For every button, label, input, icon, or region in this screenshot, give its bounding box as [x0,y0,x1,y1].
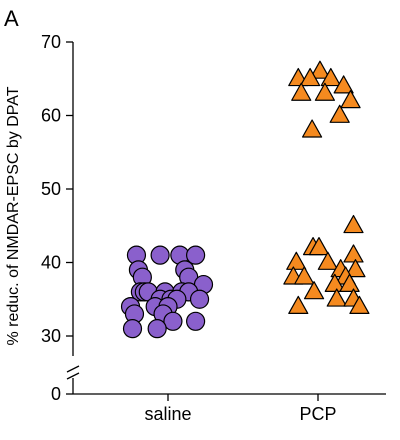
panel-label: A [4,6,19,31]
y-tick-label: 30 [41,326,61,346]
data-point-PCP [308,237,330,256]
data-point-PCP [309,60,331,79]
data-point-PCP [303,281,325,300]
data-point-saline [147,319,167,339]
data-point-PCP [339,273,360,292]
data-point-PCP [300,67,321,87]
y-tick-label: 60 [41,106,61,126]
x-tick-label: saline [144,404,191,424]
data-point-saline [186,311,206,331]
data-point-PCP [294,266,315,285]
y-tick-label: 40 [41,253,61,273]
data-point-saline [186,245,206,265]
data-point-saline [150,245,170,265]
y-tick-label: 50 [41,179,61,199]
data-point-PCP [317,251,338,270]
data-point-saline [189,289,210,309]
data-point-PCP [343,214,364,234]
data-point-PCP [326,288,347,307]
axes: 0 30 40 50 60 70 saline PCP [41,32,386,424]
data-marks [120,60,370,339]
y-tick-label: 70 [41,32,61,52]
axis-break-mark [66,372,80,380]
data-point-PCP [329,104,350,123]
data-point-PCP [345,259,366,278]
data-point-PCP [349,295,370,314]
data-point-PCP [340,89,361,109]
x-tick-label: PCP [299,404,336,424]
data-point-PCP [301,119,323,138]
data-point-saline [163,311,183,331]
data-point-PCP [343,244,364,263]
data-point-PCP [286,251,307,270]
axis-break-mark [66,365,80,373]
y-tick-label: 0 [51,384,61,404]
y-axis-label: % reduc. of NMDAR-EPSC by DPAT [5,86,22,345]
data-point-PCP [314,82,336,101]
data-point-PCP [333,75,354,94]
data-point-PCP [320,67,341,87]
data-point-saline [122,319,143,339]
data-point-PCP [291,82,312,101]
data-point-PCP [288,295,309,314]
